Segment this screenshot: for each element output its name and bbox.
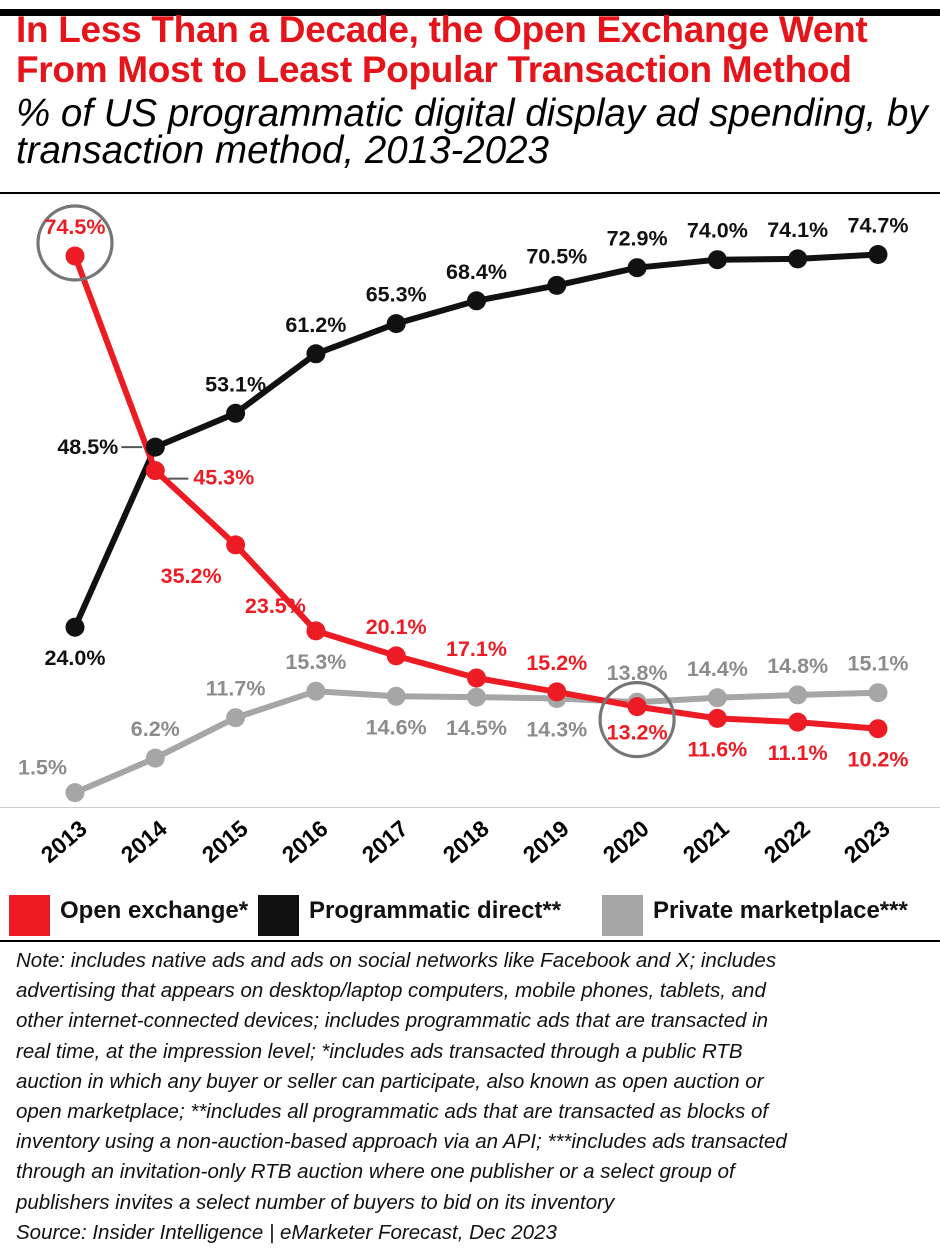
svg-text:15.2%: 15.2% [526, 651, 587, 675]
svg-text:13.2%: 13.2% [607, 721, 668, 745]
svg-text:15.1%: 15.1% [848, 652, 909, 676]
svg-text:10.2%: 10.2% [848, 748, 909, 772]
svg-text:23.5%: 23.5% [245, 594, 306, 618]
svg-text:72.9%: 72.9% [607, 227, 668, 251]
svg-text:6.2%: 6.2% [131, 717, 180, 741]
svg-text:61.2%: 61.2% [285, 313, 346, 337]
svg-text:1.5%: 1.5% [18, 756, 67, 780]
svg-text:11.6%: 11.6% [688, 737, 748, 761]
svg-text:20.1%: 20.1% [366, 615, 427, 639]
svg-text:14.5%: 14.5% [446, 716, 507, 740]
svg-text:74.0%: 74.0% [687, 219, 748, 243]
svg-text:48.5%: 48.5% [57, 435, 118, 459]
svg-text:74.5%: 74.5% [45, 215, 106, 239]
svg-text:74.7%: 74.7% [848, 214, 909, 238]
svg-text:35.2%: 35.2% [161, 564, 222, 588]
svg-text:45.3%: 45.3% [193, 466, 254, 490]
svg-text:17.1%: 17.1% [446, 637, 507, 661]
svg-text:11.7%: 11.7% [206, 677, 266, 701]
svg-text:14.4%: 14.4% [687, 657, 748, 681]
svg-text:11.1%: 11.1% [768, 741, 828, 765]
svg-text:53.1%: 53.1% [205, 372, 266, 396]
svg-text:74.1%: 74.1% [767, 218, 828, 242]
svg-text:70.5%: 70.5% [526, 244, 587, 268]
svg-text:14.8%: 14.8% [767, 654, 828, 678]
svg-text:24.0%: 24.0% [45, 646, 106, 670]
svg-text:14.3%: 14.3% [526, 718, 587, 742]
svg-text:65.3%: 65.3% [366, 283, 427, 307]
svg-text:14.6%: 14.6% [366, 715, 427, 739]
svg-text:15.3%: 15.3% [285, 650, 346, 674]
svg-text:68.4%: 68.4% [446, 260, 507, 284]
